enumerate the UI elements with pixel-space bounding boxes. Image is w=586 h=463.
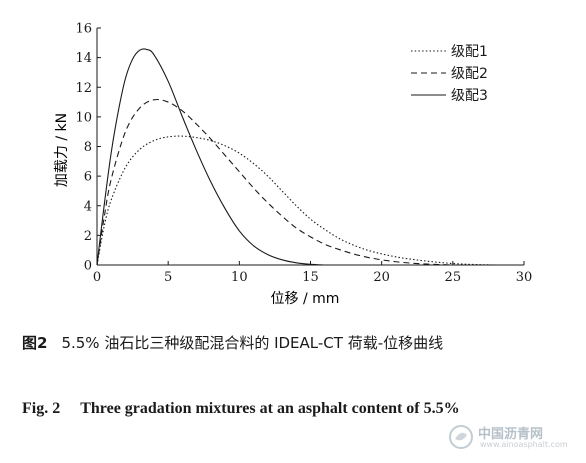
legend-label-3: 级配3	[451, 88, 488, 104]
chart-series	[96, 48, 496, 266]
chart-axes	[96, 28, 524, 266]
figure-title-en: Three gradation mixtures at an asphalt c…	[80, 400, 460, 417]
chart-ticks: 0 5 10 15 20 25 30 0 2 4 6 8 10 12 14 16	[75, 22, 532, 286]
caption-chinese: 图2 5.5% 油石比三种级配混合料的 IDEAL-CT 荷载-位移曲线	[22, 330, 570, 357]
y-tick-label: 0	[84, 259, 92, 274]
x-axis-label: 位移 / mm	[271, 291, 340, 307]
y-axis-label: 加载力 / kN	[54, 113, 70, 187]
legend-label-2: 级配2	[451, 66, 488, 82]
figure-label-en: Fig. 2	[22, 400, 61, 417]
watermark-text-en: www.ainoasphalt.com	[480, 440, 568, 449]
figure-label-zh: 图2	[22, 334, 48, 352]
chart-legend: 级配1 级配2 级配3	[411, 44, 488, 104]
series-line-1	[96, 135, 496, 266]
y-tick-label: 10	[75, 110, 92, 125]
x-tick-label: 10	[231, 270, 248, 285]
y-tick-label: 12	[75, 81, 92, 96]
x-tick-label: 25	[445, 270, 462, 285]
figure-title-zh: 5.5% 油石比三种级配混合料的 IDEAL-CT 荷载-位移曲线	[61, 334, 444, 352]
legend-label-1: 级配1	[451, 44, 488, 60]
x-tick-label: 15	[302, 270, 319, 285]
caption-english: Fig. 2 Three gradation mixtures at an asp…	[22, 394, 570, 424]
x-tick-label: 5	[164, 270, 172, 285]
y-tick-label: 14	[75, 51, 92, 66]
x-tick-label: 0	[93, 270, 101, 285]
series-line-2	[96, 98, 453, 266]
watermark-logo-icon	[449, 425, 473, 449]
y-tick-label: 2	[84, 229, 92, 244]
load-displacement-chart: 0 5 10 15 20 25 30 0 2 4 6 8 10 12 14 16 级配1 级配2 级配3 位移 /…	[54, 22, 532, 308]
x-tick-label: 30	[516, 270, 533, 285]
y-tick-label: 6	[84, 170, 92, 185]
series-line-3	[96, 48, 325, 266]
y-tick-label: 8	[84, 140, 92, 155]
y-tick-label: 16	[75, 22, 92, 37]
y-tick-label: 4	[84, 199, 92, 214]
watermark-text-cn: 中国沥青网	[478, 427, 544, 442]
x-tick-label: 20	[373, 270, 390, 285]
site-watermark: 中国沥青网 www.ainoasphalt.com	[444, 421, 572, 455]
